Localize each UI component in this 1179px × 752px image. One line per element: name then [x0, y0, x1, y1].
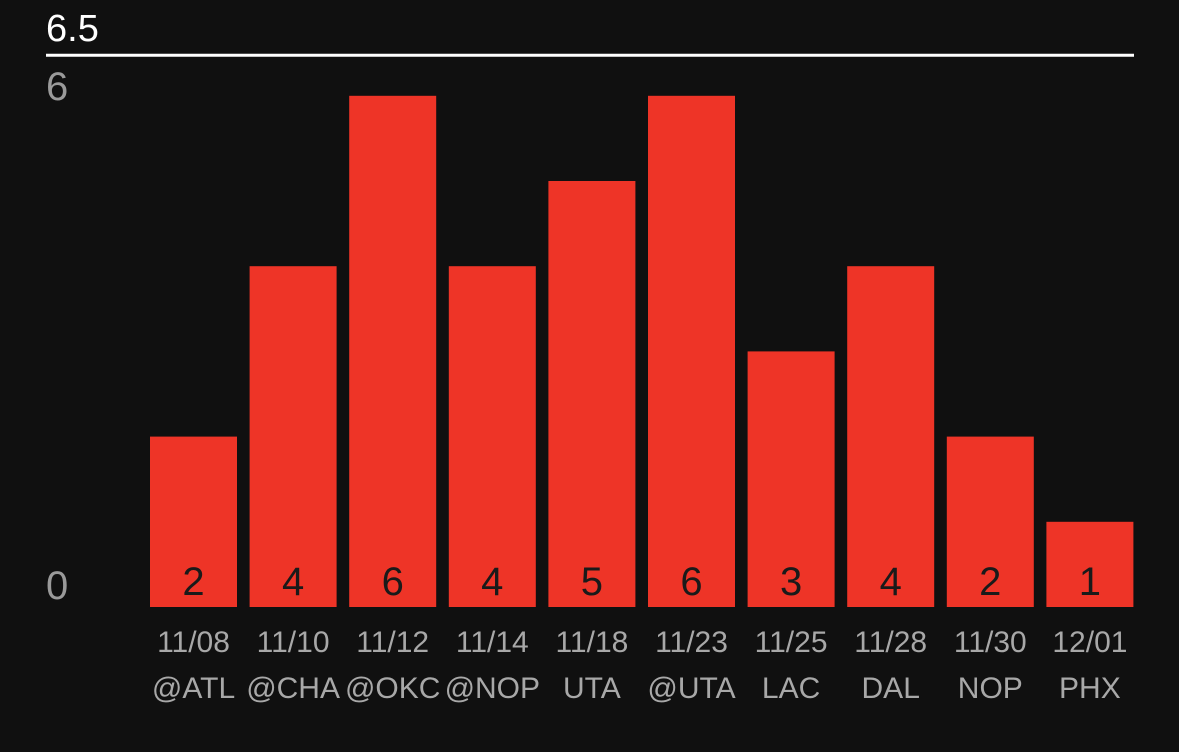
bar-value-label-6: 3 [780, 560, 802, 604]
x-date-label-4: 11/18 [555, 626, 628, 659]
bar-2 [349, 95, 437, 608]
bar-value-label-1: 4 [282, 560, 304, 604]
x-date-label-8: 11/30 [954, 626, 1027, 659]
bar-value-label-5: 6 [680, 560, 702, 604]
x-opponent-label-7: DAL [862, 672, 920, 705]
bar-value-label-2: 6 [382, 560, 404, 604]
bars: 2 4 6 4 5 6 3 4 2 1 [150, 95, 1134, 608]
bar-value-label-0: 2 [182, 560, 204, 604]
x-opponent-label-0: @ATL [152, 672, 235, 705]
x-opponent-label-9: PHX [1059, 672, 1121, 705]
x-date-label-0: 11/08 [157, 626, 230, 659]
bar-value-label-7: 4 [880, 560, 902, 604]
bar-5 [648, 95, 735, 608]
bar-4 [548, 181, 636, 607]
x-axis: 11/08 @ATL 11/10 @CHA 11/12 @OKC 11/14 @NOP 11/1… [152, 626, 1128, 705]
x-date-label-9: 12/01 [1052, 626, 1127, 659]
y-axis: 06 [46, 65, 68, 608]
x-opponent-label-1: @CHA [246, 672, 340, 705]
reference-line-label: 6.5 [46, 8, 99, 50]
y-tick-label-1: 6 [46, 65, 68, 109]
bar-0 [150, 436, 237, 607]
y-tick-label-0: 0 [46, 564, 68, 608]
bar-value-label-8: 2 [979, 560, 1001, 604]
x-opponent-label-8: NOP [958, 672, 1023, 705]
x-date-label-3: 11/14 [456, 626, 529, 659]
bar-9 [1046, 521, 1134, 607]
x-date-label-6: 11/25 [755, 626, 828, 659]
bar-value-label-9: 1 [1079, 560, 1101, 604]
x-date-label-5: 11/23 [655, 626, 728, 659]
x-opponent-label-3: @NOP [445, 672, 540, 705]
x-date-label-7: 11/28 [854, 626, 927, 659]
bar-8 [946, 436, 1034, 607]
bar-value-label-3: 4 [481, 560, 503, 604]
x-opponent-label-2: @OKC [345, 672, 440, 705]
x-date-label-1: 11/10 [257, 626, 330, 659]
bar-value-label-4: 5 [581, 560, 603, 604]
bar-1 [249, 266, 337, 607]
bar-7 [847, 266, 935, 607]
x-date-label-2: 11/12 [356, 626, 429, 659]
bar-3 [448, 266, 536, 607]
bar-6 [747, 351, 835, 607]
x-opponent-label-4: UTA [563, 672, 621, 705]
x-opponent-label-6: LAC [762, 672, 820, 705]
x-opponent-label-5: @UTA [647, 672, 735, 705]
